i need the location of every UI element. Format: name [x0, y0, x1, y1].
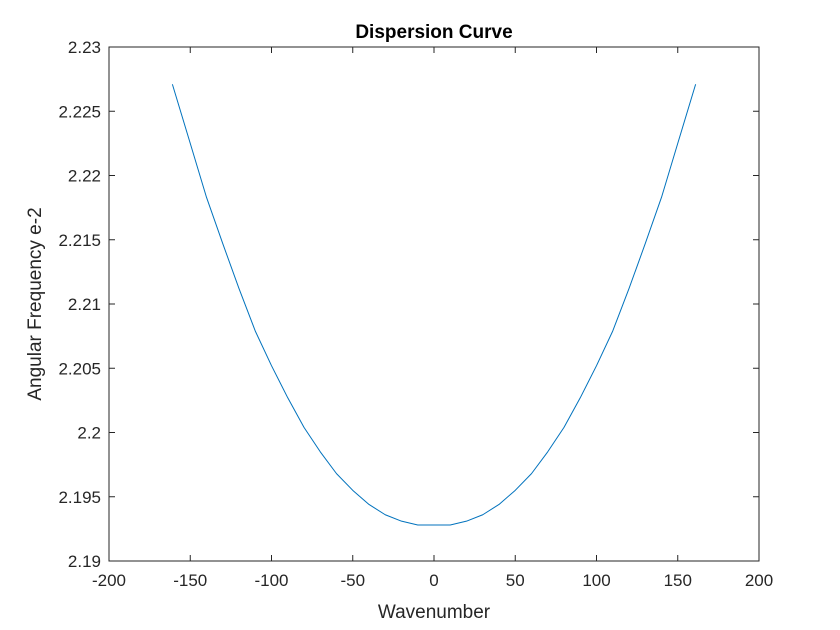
- x-tick-label: 150: [664, 571, 692, 590]
- x-tick-label: -100: [254, 571, 288, 590]
- x-tick-label: -200: [92, 571, 126, 590]
- y-tick-label: 2.21: [68, 295, 101, 314]
- axes-box: [108, 46, 760, 562]
- x-tick-label: 200: [745, 571, 773, 590]
- y-tick-label: 2.2: [77, 424, 101, 443]
- x-tick-label: 100: [582, 571, 610, 590]
- series-layer: [171, 84, 697, 526]
- y-tick-label: 2.22: [68, 167, 101, 186]
- x-tick-label: 0: [429, 571, 438, 590]
- plot-area: [109, 47, 759, 561]
- x-tick-label: -150: [173, 571, 207, 590]
- x-tick-label: -50: [340, 571, 365, 590]
- chart-title: Dispersion Curve: [355, 22, 512, 43]
- y-axis-title: Angular Frequency e-2: [25, 207, 46, 400]
- y-tick-label: 2.225: [58, 102, 101, 121]
- y-tick-label: 2.205: [58, 359, 101, 378]
- y-tick-label: 2.23: [68, 38, 101, 57]
- y-axis-ticks: 2.19 2.195 2.2 2.205 2.21 2.215 2.22 2.225 2.23: [58, 38, 759, 571]
- y-tick-label: 2.195: [58, 488, 101, 507]
- x-axis-ticks: -200 -150 -100 -50 0 50 100 150 200: [92, 47, 773, 590]
- x-axis-title: Wavenumber: [378, 602, 491, 623]
- y-tick-label: 2.19: [68, 552, 101, 571]
- y-tick-label: 2.215: [58, 231, 101, 250]
- x-tick-label: 50: [506, 571, 525, 590]
- series-line: [171, 84, 697, 526]
